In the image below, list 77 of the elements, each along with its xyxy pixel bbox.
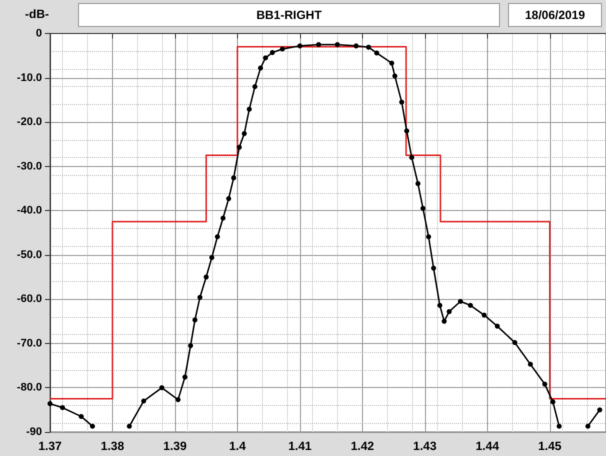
point [231,175,236,180]
point [176,397,181,402]
point [246,106,252,112]
point [550,399,556,404]
point [188,343,194,348]
x-tick-label: 1.41 [288,439,312,453]
y-axis-title: -dB- [2,3,72,25]
point [263,55,268,60]
point [78,414,84,419]
y-tick-label: -40.0 [16,204,42,217]
point [48,401,52,406]
point [392,74,398,79]
point [494,324,500,329]
point [468,302,473,308]
point [204,274,209,280]
point [512,340,518,346]
point [182,374,188,380]
point [458,298,463,304]
point [374,50,380,56]
text: 18/06/2019 [508,3,602,27]
point [366,44,372,50]
point [597,407,602,412]
y-tick-label: -90 [26,426,42,438]
point [197,294,202,300]
x-tick-label: 1.38 [100,439,124,453]
y-tick-label: -50.0 [16,248,42,261]
point [399,100,404,105]
point [141,398,146,404]
x-tick-label: 1.4 [229,439,246,453]
x-tick-label: 1.43 [413,439,437,453]
x-tick-label: 1.45 [538,439,562,453]
point [258,66,264,71]
point [252,84,258,90]
point [60,405,65,410]
point [236,144,242,150]
y-tick-label: -20.0 [16,116,42,128]
y-tick-label: -10.0 [16,72,42,84]
point [354,43,359,48]
point [220,216,226,221]
point [404,128,410,134]
point [528,362,533,367]
point [214,234,220,240]
point [442,318,447,324]
point [482,312,487,318]
y-tick-label: -70.0 [16,337,42,350]
point [426,234,432,240]
point [446,309,452,314]
point [159,385,164,390]
point [209,255,214,260]
x-tick-label: 1.42 [350,439,374,453]
point [415,181,420,186]
chart-title: BB1-RIGHT [78,3,500,27]
point [297,43,302,48]
point [542,382,548,387]
y-tick-label: -80.0 [16,382,42,394]
x-tick-label: 1.39 [163,439,187,453]
point [90,424,95,429]
y-tick-label: -60.0 [16,293,42,306]
point [556,424,562,429]
x-tick-label: 1.37 [38,439,62,453]
point [126,424,132,429]
point [192,317,198,322]
y-tick-label: 0 [36,28,42,40]
point [242,131,247,136]
point [389,60,394,66]
point [270,50,275,56]
point [226,196,232,202]
y-tick-label: -30.0 [16,160,42,172]
point [585,424,590,429]
point [437,302,442,308]
point [409,154,414,160]
point [316,42,322,48]
point [420,206,426,211]
point [431,266,436,271]
point [280,46,285,52]
x-tick-label: 1.44 [476,439,500,453]
point [334,42,340,48]
